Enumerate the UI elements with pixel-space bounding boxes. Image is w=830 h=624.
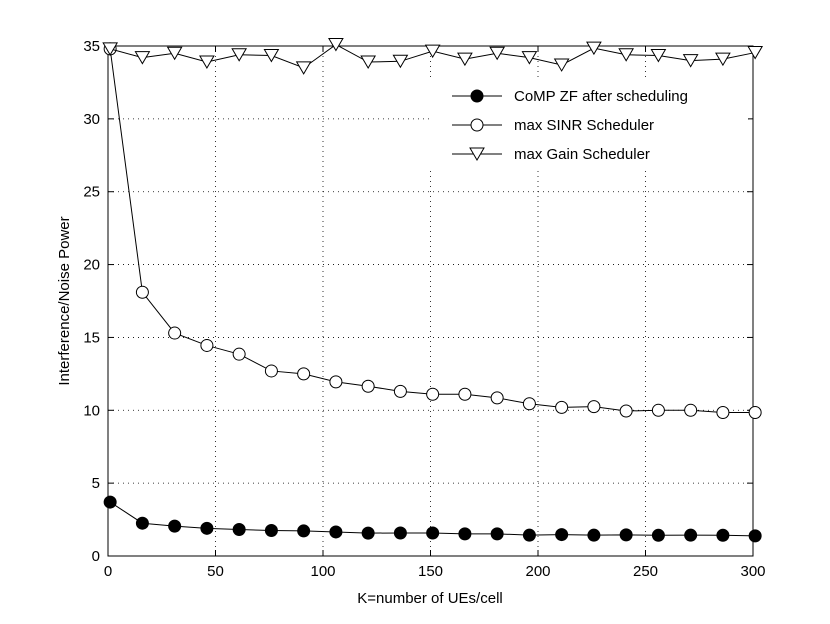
x-tick-label: 100 — [310, 563, 335, 580]
data-point — [134, 51, 151, 65]
data-point — [199, 55, 215, 70]
series-2 — [103, 42, 762, 419]
data-point — [747, 46, 764, 60]
data-point — [522, 528, 536, 542]
legend-marker — [469, 147, 485, 161]
data-point — [457, 52, 473, 67]
data-point — [166, 46, 183, 61]
data-point — [102, 42, 119, 56]
data-point — [458, 387, 472, 401]
data-point — [553, 58, 570, 72]
y-tick-label: 35 — [83, 38, 100, 55]
legend: CoMP ZF after scheduling max SINR Schedul… — [430, 78, 748, 170]
data-point — [297, 367, 311, 381]
data-point — [715, 52, 731, 67]
data-point — [232, 347, 246, 361]
x-tick-label: 250 — [633, 563, 658, 580]
data-point — [426, 526, 440, 540]
x-tick-label: 200 — [525, 563, 550, 580]
legend-label: max Gain Scheduler — [514, 146, 650, 163]
y-tick-label: 20 — [83, 257, 100, 274]
data-point — [489, 46, 506, 61]
data-point — [458, 527, 472, 541]
legend-marker — [470, 118, 484, 132]
y-axis-label: Interference/Noise Power — [56, 216, 73, 385]
data-point — [684, 528, 698, 542]
series-group — [102, 38, 764, 543]
data-point — [103, 495, 117, 509]
data-point — [329, 375, 343, 389]
data-point — [650, 48, 667, 63]
data-point — [361, 379, 375, 393]
data-point — [200, 338, 214, 352]
data-point — [361, 526, 375, 540]
data-point — [135, 516, 149, 530]
data-point — [297, 524, 311, 538]
data-point — [619, 528, 633, 542]
x-tick-label: 150 — [418, 563, 443, 580]
data-point — [555, 528, 569, 542]
axis-ticks: 0 50 100 150 200 250 300 0 5 10 15 20 25 30 35 — [83, 38, 765, 580]
data-point — [392, 54, 409, 69]
data-point — [360, 55, 377, 70]
data-point — [393, 526, 407, 540]
data-point — [200, 521, 214, 535]
series-1 — [103, 495, 762, 543]
y-tick-label: 0 — [92, 548, 100, 565]
data-point — [586, 41, 602, 56]
data-point — [521, 51, 538, 65]
data-point — [168, 519, 182, 533]
data-point — [587, 400, 601, 414]
data-point — [393, 384, 407, 398]
data-point — [135, 285, 149, 299]
data-point — [328, 38, 344, 52]
data-point — [424, 44, 441, 59]
y-tick-label: 15 — [83, 329, 100, 346]
data-point — [168, 326, 182, 340]
legend-label: max SINR Scheduler — [514, 117, 654, 134]
data-point — [263, 48, 280, 63]
data-point — [587, 528, 601, 542]
data-point — [426, 387, 440, 401]
data-point — [231, 48, 248, 62]
data-point — [682, 54, 699, 68]
data-point — [716, 405, 730, 419]
y-tick-label: 10 — [83, 402, 100, 419]
data-point — [555, 400, 569, 414]
data-point — [748, 405, 762, 419]
data-point — [748, 529, 762, 543]
data-point — [295, 61, 312, 75]
data-point — [618, 48, 635, 62]
data-point — [264, 364, 278, 378]
y-tick-label: 30 — [83, 111, 100, 128]
data-point — [264, 524, 278, 537]
data-point — [490, 391, 504, 405]
legend-marker — [470, 89, 484, 103]
data-point — [329, 525, 343, 539]
data-point — [716, 528, 730, 542]
series-3 — [102, 38, 764, 75]
x-tick-label: 300 — [740, 563, 765, 580]
data-point — [619, 404, 633, 418]
data-point — [522, 397, 536, 411]
y-tick-label: 5 — [92, 475, 100, 492]
data-point — [651, 528, 665, 542]
x-axis-label: K=number of UEs/cell — [357, 590, 502, 607]
data-point — [232, 522, 246, 536]
data-point — [651, 403, 665, 417]
x-tick-label: 50 — [207, 563, 224, 580]
x-tick-label: 0 — [104, 563, 112, 580]
data-point — [490, 527, 504, 541]
legend-label: CoMP ZF after scheduling — [514, 88, 688, 105]
y-tick-label: 25 — [83, 184, 100, 201]
data-point — [684, 403, 698, 417]
